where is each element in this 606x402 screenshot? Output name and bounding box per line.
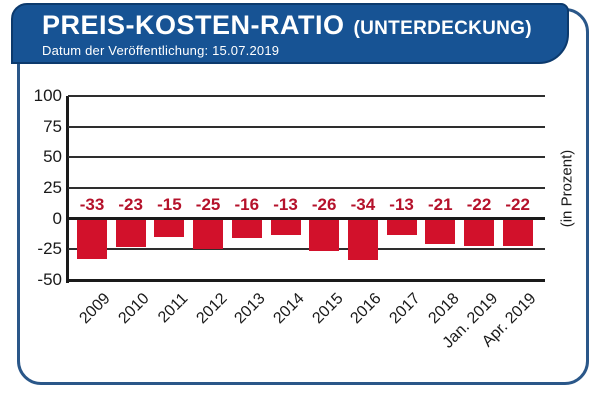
bar-value-label: -22 (505, 194, 530, 214)
gridline (68, 278, 545, 282)
bar (386, 218, 417, 235)
bar-value-label: -23 (118, 194, 143, 214)
gridline (68, 187, 545, 189)
y-axis-tick-label: 0 (52, 208, 62, 228)
bar (502, 218, 533, 246)
y-axis-tick-label: 75 (43, 116, 62, 136)
gridline (68, 156, 545, 159)
bar-value-label: -13 (389, 194, 414, 214)
bar (193, 218, 224, 250)
bar (270, 218, 301, 235)
gridline (68, 125, 545, 128)
x-axis-tick-label: 2014 (270, 290, 308, 328)
bar (309, 218, 340, 251)
title-row: PREIS-KOSTEN-RATIO (UNTERDECKUNG) (42, 12, 567, 39)
x-axis-tick-label: 2012 (192, 290, 231, 328)
chart-frame (17, 8, 589, 385)
bar-value-label: -21 (428, 194, 453, 214)
page-title-suffix: (UNTERDECKUNG) (353, 18, 532, 39)
gridline (68, 248, 545, 251)
bar-value-label: -16 (234, 194, 260, 214)
gridline (68, 217, 545, 221)
bar (77, 218, 107, 260)
x-axis-tick-label: 2016 (347, 290, 385, 328)
x-axis-tick-label: 2015 (309, 290, 347, 328)
x-axis-tick-label: 2013 (231, 290, 269, 328)
y-axis-title-text: (in Prozent) (558, 149, 576, 227)
bar (347, 218, 378, 261)
y-axis-line (66, 96, 69, 283)
x-axis-tick-label: 2011 (155, 290, 192, 327)
bar (154, 218, 185, 238)
publication-date: Datum der Veröffentlichung: 15.07.2019 (42, 43, 280, 58)
header-banner: PREIS-KOSTEN-RATIO (UNTERDECKUNG) Datum … (11, 3, 569, 64)
x-axis-tick-label: 2009 (76, 290, 115, 328)
bar (115, 218, 146, 247)
bar (231, 218, 262, 239)
bar-value-label: -13 (273, 194, 298, 214)
y-axis-tick-label: 50 (43, 147, 62, 167)
bar-value-label: -22 (466, 194, 492, 214)
x-axis-tick-label: 2010 (115, 290, 153, 328)
bar (425, 218, 456, 245)
page-title: PREIS-KOSTEN-RATIO (42, 10, 345, 40)
y-axis-tick-label: 100 (33, 86, 62, 105)
bar-value-label: -15 (157, 194, 182, 214)
gridline (68, 95, 545, 97)
y-axis-title: (in Prozent) (550, 118, 584, 258)
bar-value-label: -34 (350, 194, 376, 214)
bar (464, 218, 494, 246)
x-axis-tick-label: 2017 (386, 290, 424, 328)
y-axis-tick-label: 25 (43, 178, 62, 197)
bar-value-label: -26 (311, 194, 337, 214)
bar-value-label: -33 (79, 194, 105, 214)
bar-value-label: -25 (195, 194, 221, 214)
y-axis-tick-label: -25 (37, 239, 62, 259)
y-axis-tick-label: -50 (37, 270, 62, 289)
